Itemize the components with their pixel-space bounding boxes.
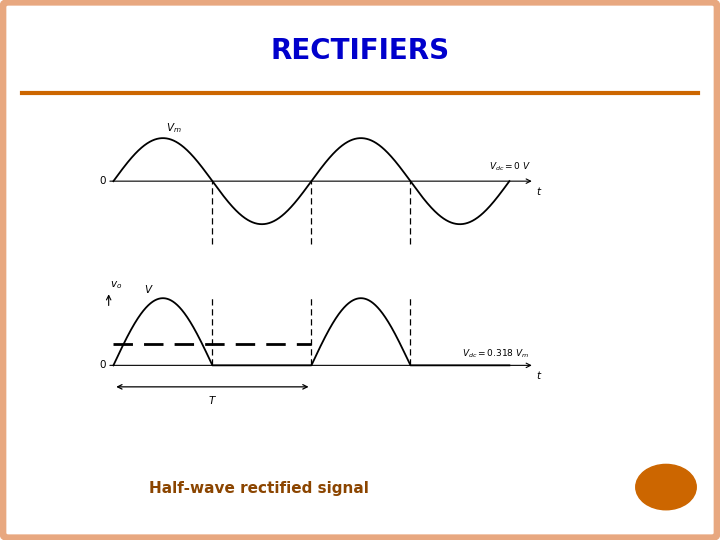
Text: $t$: $t$ xyxy=(536,369,543,381)
Text: $v_o$: $v_o$ xyxy=(109,279,122,291)
Text: 0: 0 xyxy=(99,176,106,186)
Circle shape xyxy=(636,464,696,510)
Text: $T$: $T$ xyxy=(208,394,217,406)
Text: Half-wave rectified signal: Half-wave rectified signal xyxy=(149,481,369,496)
Text: RECTIFIERS: RECTIFIERS xyxy=(271,37,449,65)
Text: $V_{dc}=0.318\ V_m$: $V_{dc}=0.318\ V_m$ xyxy=(462,347,530,360)
Text: $V$: $V$ xyxy=(144,284,153,295)
Text: $V_m$: $V_m$ xyxy=(166,121,181,134)
Text: $t$: $t$ xyxy=(536,185,543,197)
Text: $V_{dc}=0\ V$: $V_{dc}=0\ V$ xyxy=(489,161,531,173)
Text: 0: 0 xyxy=(99,360,106,370)
